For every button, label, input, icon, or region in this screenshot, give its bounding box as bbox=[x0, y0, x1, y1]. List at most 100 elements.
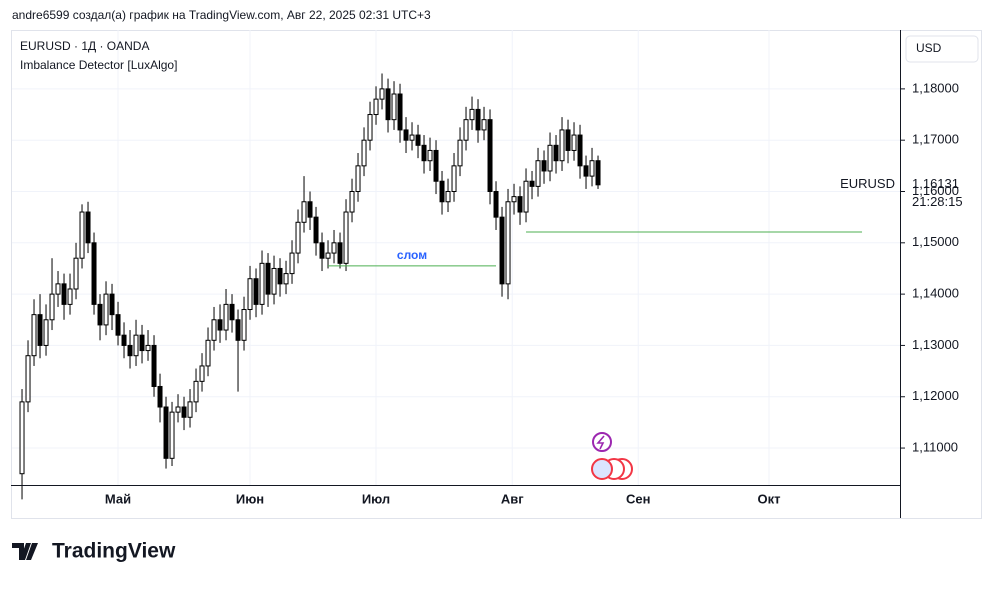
event-icon[interactable] bbox=[592, 432, 612, 452]
candle-body bbox=[541, 160, 547, 172]
candle-body bbox=[421, 144, 427, 162]
candle-body bbox=[307, 201, 313, 218]
candle-body bbox=[235, 319, 241, 341]
candle-body bbox=[103, 293, 109, 326]
candle-body bbox=[121, 334, 127, 346]
candle-body bbox=[301, 201, 307, 223]
candle-body bbox=[181, 406, 187, 418]
y-tick-label: 1,16000 bbox=[912, 183, 959, 198]
candle-body bbox=[97, 303, 103, 326]
candle-body bbox=[217, 319, 223, 331]
x-tick-label: Окт bbox=[758, 491, 781, 506]
legend-symbol: EURUSD · 1Д · OANDA bbox=[20, 39, 149, 53]
candle-body bbox=[211, 319, 217, 341]
x-tick-label: Сен bbox=[626, 491, 650, 506]
candle-body bbox=[487, 119, 493, 192]
candle-body bbox=[73, 257, 79, 290]
logo: TradingView bbox=[12, 540, 176, 563]
candle-body bbox=[169, 411, 175, 459]
x-tick-label: Июл bbox=[362, 491, 390, 506]
x-tick-label: Июн bbox=[236, 491, 264, 506]
header: andre6599 создал(а) график на TradingVie… bbox=[12, 8, 431, 22]
candle-body bbox=[289, 252, 295, 275]
candle-body bbox=[439, 180, 445, 203]
candle-body bbox=[595, 160, 601, 186]
y-tick-label: 1,12000 bbox=[912, 388, 959, 403]
candle-body bbox=[277, 267, 283, 285]
candle-body bbox=[253, 278, 259, 305]
candle-body bbox=[337, 242, 343, 264]
candle-body bbox=[265, 262, 271, 295]
symbol-label: EURUSD bbox=[840, 176, 895, 191]
candle-body bbox=[577, 134, 583, 167]
candle-body bbox=[493, 190, 499, 218]
candle-body bbox=[535, 160, 541, 187]
candle-body bbox=[199, 365, 205, 382]
candle-body bbox=[445, 190, 451, 203]
candle-body bbox=[175, 406, 181, 413]
y-tick-label: 1,18000 bbox=[912, 80, 959, 95]
x-tick-label: Май bbox=[105, 491, 131, 506]
y-tick-label: 1,15000 bbox=[912, 234, 959, 249]
candle-body bbox=[271, 267, 277, 295]
candle-body bbox=[559, 129, 565, 162]
candle-body bbox=[367, 114, 373, 141]
grid bbox=[12, 30, 900, 485]
logo-text: TradingView bbox=[52, 540, 176, 563]
candle-body bbox=[355, 165, 361, 192]
candle-body bbox=[553, 144, 559, 162]
candle-body bbox=[79, 211, 85, 259]
candle-body bbox=[529, 180, 535, 187]
candle-body bbox=[499, 216, 505, 285]
candle-body bbox=[511, 196, 517, 203]
candle-body bbox=[463, 119, 469, 141]
candle-body bbox=[391, 93, 397, 121]
candle-body bbox=[589, 160, 595, 177]
candle-body bbox=[223, 303, 229, 331]
candle-body bbox=[571, 134, 577, 151]
candle-body bbox=[109, 293, 115, 316]
candle-body bbox=[343, 211, 349, 264]
chart-frame bbox=[11, 30, 982, 519]
y-tick-label: 1,17000 bbox=[912, 132, 959, 147]
candle-body bbox=[31, 314, 37, 357]
candle-body bbox=[517, 196, 523, 213]
candle-body bbox=[205, 339, 211, 367]
candle-body bbox=[241, 309, 247, 341]
candle-body bbox=[373, 98, 379, 116]
currency-box[interactable] bbox=[905, 35, 979, 63]
candle-body bbox=[427, 149, 433, 162]
candle-body bbox=[523, 180, 529, 213]
candle-body bbox=[229, 303, 235, 321]
countdown: 21:28:15 bbox=[912, 194, 963, 209]
currency: USD bbox=[916, 41, 942, 55]
candle-body bbox=[481, 119, 487, 131]
candle-body bbox=[151, 344, 157, 387]
candle-body bbox=[37, 314, 43, 346]
candle-body bbox=[415, 134, 421, 146]
candle-body bbox=[157, 385, 163, 408]
candle-body bbox=[469, 108, 475, 121]
candle-body bbox=[49, 293, 55, 321]
candle-body bbox=[247, 278, 253, 311]
candle-body bbox=[19, 401, 25, 475]
candle-body bbox=[259, 262, 265, 305]
candle-body bbox=[361, 139, 367, 167]
candle-body bbox=[385, 88, 391, 121]
candle-body bbox=[283, 273, 289, 285]
candle-body bbox=[193, 380, 199, 403]
candle-body bbox=[349, 190, 355, 213]
candle-body bbox=[133, 334, 139, 357]
candle-body bbox=[187, 401, 193, 418]
candle-body bbox=[61, 283, 67, 305]
candle-body bbox=[325, 252, 331, 259]
candle-body bbox=[505, 201, 511, 285]
event-icon[interactable] bbox=[591, 458, 613, 480]
candle-body bbox=[565, 129, 571, 151]
candle-body bbox=[397, 93, 403, 131]
plot: слом bbox=[19, 73, 863, 500]
candle-body bbox=[115, 314, 121, 336]
candle-body bbox=[319, 242, 325, 259]
candle-body bbox=[433, 149, 439, 182]
y-tick-label: 1,14000 bbox=[912, 286, 959, 301]
